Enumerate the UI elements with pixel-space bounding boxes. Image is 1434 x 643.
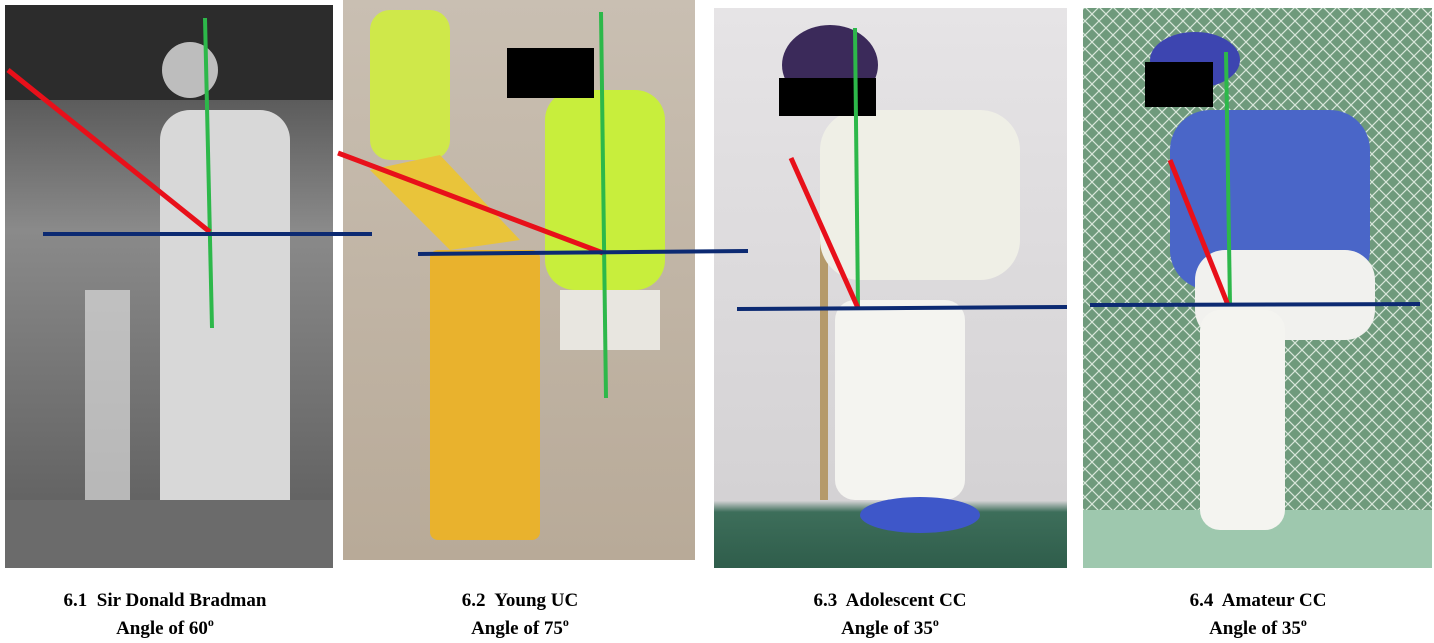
degree-sign: o	[933, 615, 939, 629]
angle-text: Angle of 35	[841, 618, 933, 639]
figure: 6.1 Sir Donald BradmanAngle of 60o6.2 Yo…	[0, 0, 1434, 643]
caption-angle: Angle of 35o	[841, 615, 939, 639]
angle-text: Angle of 35	[1209, 618, 1301, 639]
angle-text: Angle of 60	[116, 618, 208, 639]
photo-3	[714, 8, 1067, 568]
degree-sign: o	[1301, 615, 1307, 629]
photo-2	[338, 0, 695, 560]
degree-sign: o	[208, 615, 214, 629]
caption-label: 6.2 Young UC	[462, 590, 579, 611]
photo-1	[5, 5, 333, 568]
caption-label: 6.4 Amateur CC	[1190, 590, 1327, 611]
caption-angle: Angle of 35o	[1209, 615, 1307, 639]
caption-angle: Angle of 60o	[116, 615, 214, 639]
caption-angle: Angle of 75o	[471, 615, 569, 639]
caption-label: 6.3 Adolescent CC	[813, 590, 966, 611]
angle-text: Angle of 75	[471, 618, 563, 639]
photo-4	[1083, 8, 1432, 568]
degree-sign: o	[563, 615, 569, 629]
caption-label: 6.1 Sir Donald Bradman	[64, 590, 267, 611]
